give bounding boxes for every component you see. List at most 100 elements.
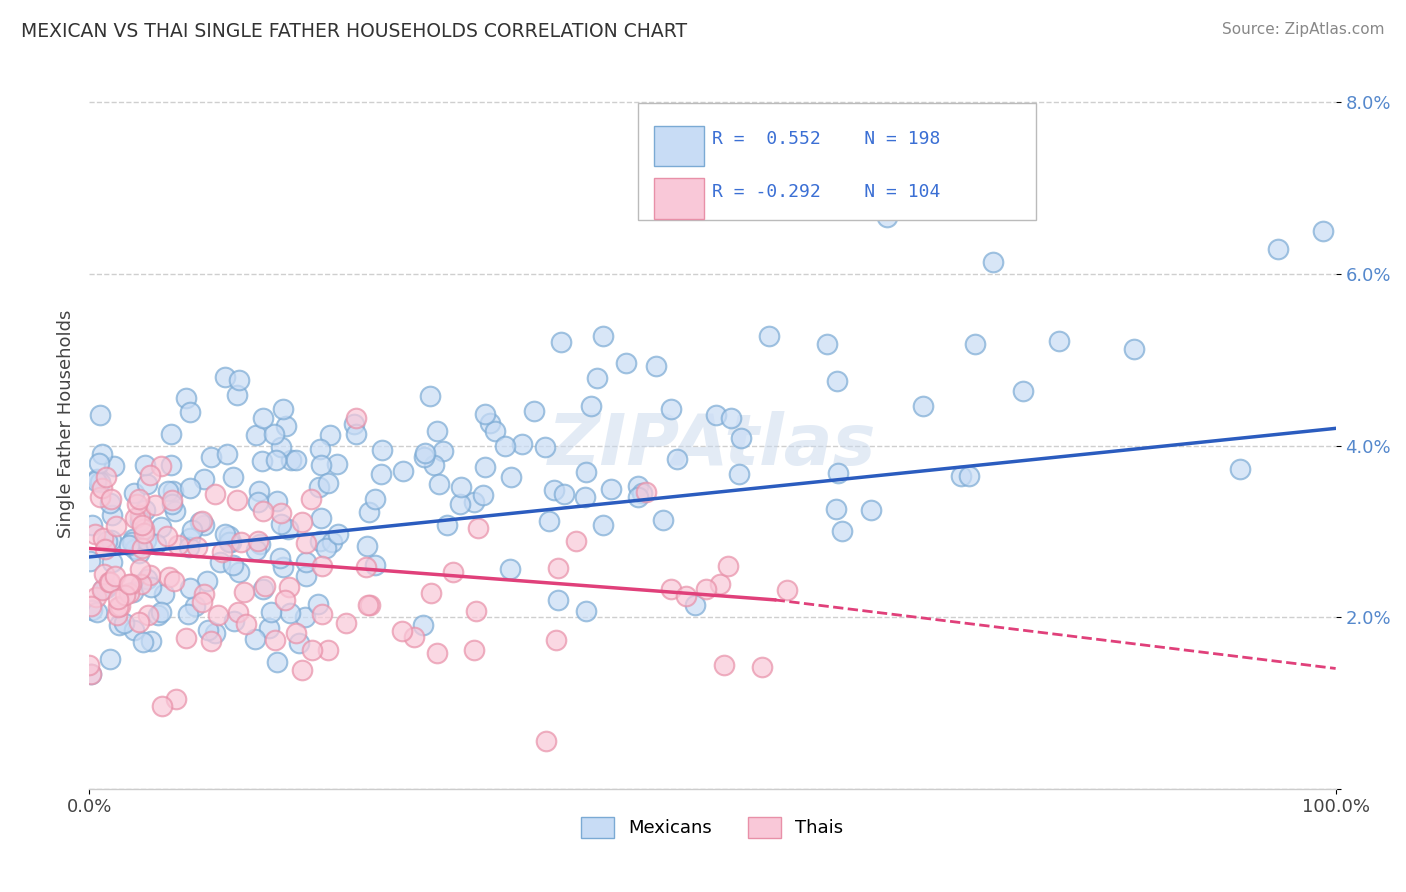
Point (228, 565, 250, 579)
Point (177, 607, 200, 621)
Point (547, 560, 569, 574)
Point (318, 642, 340, 657)
Point (118, 538, 141, 552)
Point (575, 465, 598, 479)
Point (709, 577, 731, 591)
Point (957, 469, 980, 483)
Point (294, 536, 316, 550)
Point (538, 514, 561, 528)
Point (831, 524, 853, 538)
Point (157, 570, 180, 584)
Point (252, 410, 274, 425)
Point (186, 541, 208, 555)
Point (160, 497, 183, 511)
Point (308, 597, 330, 611)
Point (134, 503, 156, 517)
Point (252, 454, 274, 468)
Point (108, 617, 131, 632)
Point (136, 572, 159, 586)
Point (269, 551, 291, 566)
Point (627, 490, 650, 504)
Point (193, 587, 215, 601)
Point (271, 402, 294, 417)
Point (326, 457, 349, 471)
Point (136, 608, 159, 623)
Point (274, 593, 297, 607)
Point (550, 334, 572, 349)
Point (89, 408, 111, 422)
Point (134, 522, 156, 536)
Point (145, 537, 167, 551)
Point (107, 599, 129, 614)
Point (575, 604, 598, 618)
Point (280, 453, 302, 467)
Point (200, 634, 222, 648)
Point (257, 621, 280, 635)
Point (91, 531, 114, 545)
Point (285, 453, 308, 467)
Point (179, 582, 201, 596)
Point (191, 595, 214, 609)
Point (122, 532, 145, 546)
Point (634, 485, 657, 500)
Point (160, 493, 183, 508)
Point (226, 605, 249, 619)
Point (463, 643, 485, 657)
Point (449, 497, 471, 511)
Point (135, 533, 157, 548)
Point (1047, 334, 1070, 348)
Legend: Mexicans, Thais: Mexicans, Thais (574, 810, 851, 845)
Point (209, 555, 232, 569)
Point (98, 574, 121, 589)
Point (631, 486, 654, 500)
Point (825, 374, 848, 388)
Point (134, 458, 156, 472)
Point (876, 210, 898, 224)
Point (165, 504, 187, 518)
Point (484, 424, 506, 438)
Point (156, 529, 179, 543)
Point (128, 492, 150, 507)
Point (501, 469, 523, 483)
Point (190, 515, 212, 529)
Point (93, 582, 115, 596)
Point (104, 569, 127, 583)
Point (82, 603, 104, 617)
Point (165, 691, 187, 706)
FancyBboxPatch shape (654, 126, 703, 166)
Point (309, 510, 332, 524)
Point (357, 598, 380, 612)
Point (139, 468, 162, 483)
Point (534, 440, 557, 454)
Point (860, 502, 883, 516)
Point (270, 440, 292, 454)
Point (581, 399, 603, 413)
Point (412, 618, 434, 632)
Point (311, 607, 333, 621)
Point (80, 599, 103, 613)
Point (666, 452, 689, 467)
Point (695, 582, 717, 597)
Point (193, 472, 215, 486)
Point (474, 460, 496, 475)
Point (159, 427, 181, 442)
Point (413, 450, 436, 465)
Point (291, 515, 314, 529)
Point (357, 505, 380, 519)
Point (263, 426, 285, 441)
Point (278, 606, 301, 620)
Point (912, 399, 935, 413)
Point (1122, 342, 1144, 356)
Point (226, 387, 249, 401)
Point (252, 504, 274, 518)
Point (247, 533, 270, 548)
Point (218, 529, 240, 543)
Point (138, 567, 160, 582)
Point (131, 541, 153, 555)
Point (122, 585, 145, 599)
Point (316, 475, 339, 490)
Point (128, 561, 150, 575)
Point (120, 576, 142, 591)
Point (176, 391, 198, 405)
Point (264, 453, 287, 467)
